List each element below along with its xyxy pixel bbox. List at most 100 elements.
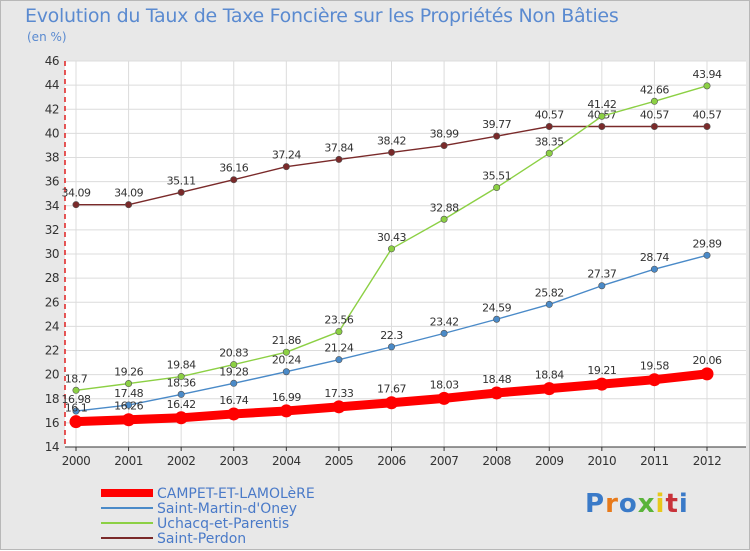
data-point [72, 201, 80, 209]
data-label: 19.26 [114, 366, 143, 379]
legend-label: CAMPET-ET-LAMOLèRE [157, 486, 315, 502]
data-label: 21.86 [272, 334, 301, 347]
legend-label: Saint-Perdon [157, 531, 246, 547]
x-tick-label: 2002 [167, 454, 196, 468]
data-point [650, 97, 658, 105]
data-point [387, 148, 395, 156]
data-point [440, 215, 448, 223]
data-label: 32.88 [430, 201, 459, 214]
data-label: 18.48 [482, 373, 511, 386]
logo-letter: t [665, 489, 679, 519]
data-label: 25.82 [535, 286, 564, 299]
y-tick-label: 24 [45, 319, 59, 333]
data-point [279, 404, 293, 418]
series-Saint-Perdon: 34.09 34.09 35.11 36.16 37.24 37.84 38.42 38.99… [62, 108, 722, 209]
data-label: 41.42 [587, 98, 616, 111]
legend-label: Uchacq-et-Parentis [157, 516, 289, 532]
data-label: 16.26 [114, 400, 143, 413]
y-tick-label: 38 [45, 151, 59, 165]
series-Saint-Martin-d'Oney: 16.98 17.48 18.36 19.28 20.24 21.24 22.3 23.42 2… [62, 237, 722, 415]
data-point [440, 329, 448, 337]
x-tick-label: 2009 [535, 454, 564, 468]
data-point [332, 400, 346, 414]
x-tick-label: 2000 [62, 454, 91, 468]
data-label: 30.43 [377, 231, 406, 244]
data-label: 27.37 [587, 268, 616, 281]
data-label: 18.84 [535, 369, 564, 382]
data-point [545, 122, 553, 130]
data-label: 38.35 [535, 135, 564, 148]
data-label: 24.59 [482, 301, 511, 314]
data-point [703, 251, 711, 259]
data-point [177, 373, 185, 381]
data-label: 35.51 [482, 170, 511, 183]
data-point [230, 361, 238, 369]
data-point [387, 343, 395, 351]
data-point [650, 265, 658, 273]
data-point [174, 411, 188, 425]
data-point [282, 163, 290, 171]
data-point [490, 386, 504, 400]
data-point [703, 82, 711, 90]
data-label: 28.74 [640, 251, 669, 264]
data-label: 23.42 [430, 315, 459, 328]
data-point [335, 328, 343, 336]
data-label: 36.16 [219, 162, 248, 175]
y-tick-label: 34 [45, 199, 59, 213]
y-tick-label: 46 [45, 54, 59, 68]
data-label: 40.57 [535, 108, 564, 121]
data-point [545, 300, 553, 308]
series-Uchacq-et-Parentis: 18.719.2619.8420.8321.8623.5630.4332.883… [65, 68, 722, 394]
data-label: 19.28 [219, 365, 248, 378]
logo-letter: o [618, 489, 638, 519]
x-tick-label: 2006 [377, 454, 406, 468]
data-point [542, 382, 556, 396]
data-point [125, 401, 133, 409]
x-tick-label: 2003 [219, 454, 248, 468]
logo-letter: P [585, 489, 606, 519]
data-point [647, 373, 661, 387]
data-label: 19.58 [640, 360, 669, 373]
x-tick-label: 2001 [114, 454, 143, 468]
x-tick-label: 2007 [430, 454, 459, 468]
y-tick-label: 20 [45, 368, 59, 382]
data-point [69, 415, 83, 429]
y-tick-label: 30 [45, 247, 59, 261]
data-label: 16.74 [219, 394, 248, 407]
chart-title: Evolution du Taux de Taxe Foncière sur l… [25, 5, 619, 27]
data-label: 16.42 [167, 398, 196, 411]
data-point [230, 176, 238, 184]
data-point [493, 315, 501, 323]
y-tick-label: 36 [45, 175, 59, 189]
data-label: 18.36 [167, 376, 196, 389]
data-label: 18.7 [65, 372, 88, 385]
y-tick-label: 32 [45, 223, 59, 237]
data-point [125, 201, 133, 209]
data-point [230, 379, 238, 387]
data-point [703, 122, 711, 130]
data-point [598, 122, 606, 130]
data-point [335, 155, 343, 163]
data-label: 39.77 [482, 118, 511, 131]
data-label: 20.83 [219, 347, 248, 360]
y-tick-label: 14 [45, 440, 59, 454]
series-CAMPET-ET-LAMOLèRE: 16.1 16.26 16.42 16.74 16.99 17.33 17.67 18.03 1… [65, 354, 722, 429]
data-point [177, 390, 185, 398]
data-point [125, 380, 133, 388]
data-point [72, 386, 80, 394]
data-label: 17.33 [324, 387, 353, 400]
proxiti-logo: Proxiti [585, 489, 689, 519]
y-tick-label: 42 [45, 102, 59, 116]
data-label: 43.94 [693, 68, 722, 81]
data-point [700, 367, 714, 381]
data-label: 29.89 [693, 237, 722, 250]
y-tick-label: 26 [45, 295, 59, 309]
data-point [493, 132, 501, 140]
data-point [282, 368, 290, 376]
logo-letter: i [678, 489, 689, 519]
legend-label: Saint-Martin-d'Oney [157, 501, 297, 517]
data-label: 19.21 [587, 364, 616, 377]
data-label: 23.56 [324, 314, 353, 327]
x-tick-label: 2010 [588, 454, 617, 468]
